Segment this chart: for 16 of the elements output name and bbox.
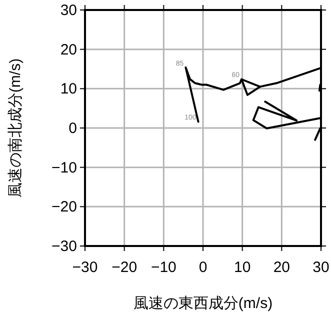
y-tick-label: −30 [52, 238, 77, 255]
x-tick-label: 10 [234, 259, 251, 276]
y-tick-label: −20 [52, 198, 77, 216]
y-tick-label: 0 [68, 120, 77, 137]
x-tick-label: −20 [112, 259, 138, 276]
y-tick-label: 20 [60, 41, 77, 58]
y-tick-label: 10 [60, 80, 77, 98]
x-axis-title: 風速の東西成分(m/s) [133, 295, 273, 312]
x-tick-label: −30 [72, 259, 98, 276]
x-tick-label: 20 [273, 259, 290, 276]
y-tick-label: 30 [60, 2, 77, 19]
x-tick-label: 30 [312, 259, 330, 276]
x-tick-label: 0 [198, 259, 208, 276]
x-tick-label: −10 [150, 259, 176, 276]
y-axis-title: 風速の南北成分(m/s) [7, 58, 24, 198]
y-tick-label: −10 [52, 159, 77, 176]
